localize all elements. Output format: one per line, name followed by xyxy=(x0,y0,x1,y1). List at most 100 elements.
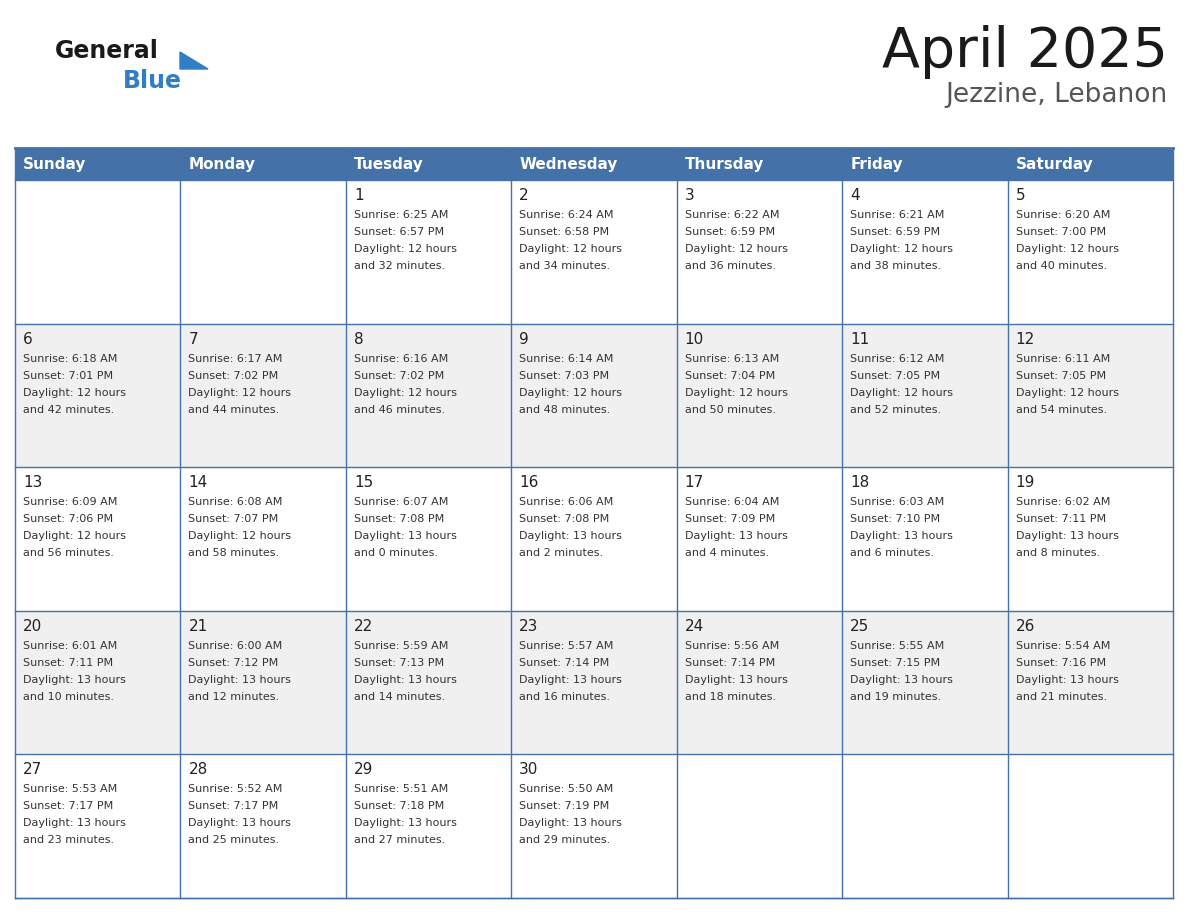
Text: Daylight: 13 hours: Daylight: 13 hours xyxy=(23,675,126,685)
Text: Daylight: 13 hours: Daylight: 13 hours xyxy=(519,532,623,542)
Bar xyxy=(15,610,181,755)
Text: Sunrise: 6:24 AM: Sunrise: 6:24 AM xyxy=(519,210,614,220)
Text: Sunrise: 5:52 AM: Sunrise: 5:52 AM xyxy=(189,784,283,794)
Text: Daylight: 12 hours: Daylight: 12 hours xyxy=(354,387,457,397)
Text: and 44 minutes.: and 44 minutes. xyxy=(189,405,279,415)
Text: and 2 minutes.: and 2 minutes. xyxy=(519,548,604,558)
Text: Sunrise: 6:07 AM: Sunrise: 6:07 AM xyxy=(354,498,448,508)
Text: Sunrise: 5:56 AM: Sunrise: 5:56 AM xyxy=(684,641,779,651)
Text: and 46 minutes.: and 46 minutes. xyxy=(354,405,446,415)
Text: Sunrise: 6:11 AM: Sunrise: 6:11 AM xyxy=(1016,353,1110,364)
Text: Sunrise: 5:55 AM: Sunrise: 5:55 AM xyxy=(851,641,944,651)
Bar xyxy=(181,467,346,610)
Text: Sunrise: 6:25 AM: Sunrise: 6:25 AM xyxy=(354,210,448,220)
Text: Sunset: 7:02 PM: Sunset: 7:02 PM xyxy=(189,371,279,381)
Text: 7: 7 xyxy=(189,331,198,347)
Text: Sunrise: 5:51 AM: Sunrise: 5:51 AM xyxy=(354,784,448,794)
Text: Sunset: 7:16 PM: Sunset: 7:16 PM xyxy=(1016,658,1106,667)
Text: Daylight: 12 hours: Daylight: 12 hours xyxy=(851,387,953,397)
Text: Sunset: 7:09 PM: Sunset: 7:09 PM xyxy=(684,514,775,524)
Bar xyxy=(842,610,1007,755)
Bar xyxy=(15,755,181,898)
Text: Blue: Blue xyxy=(124,69,182,93)
Text: and 36 minutes.: and 36 minutes. xyxy=(684,261,776,271)
Text: Sunrise: 6:21 AM: Sunrise: 6:21 AM xyxy=(851,210,944,220)
Bar xyxy=(677,467,842,610)
Text: 13: 13 xyxy=(23,476,43,490)
Text: Sunrise: 5:59 AM: Sunrise: 5:59 AM xyxy=(354,641,448,651)
Bar xyxy=(346,148,511,180)
Bar xyxy=(677,324,842,467)
Text: 16: 16 xyxy=(519,476,538,490)
Text: Daylight: 13 hours: Daylight: 13 hours xyxy=(189,819,291,828)
Text: Sunset: 7:01 PM: Sunset: 7:01 PM xyxy=(23,371,113,381)
Text: 14: 14 xyxy=(189,476,208,490)
Bar xyxy=(1007,610,1173,755)
Text: Daylight: 13 hours: Daylight: 13 hours xyxy=(23,819,126,828)
Text: Sunset: 7:07 PM: Sunset: 7:07 PM xyxy=(189,514,279,524)
Text: and 48 minutes.: and 48 minutes. xyxy=(519,405,611,415)
Text: Daylight: 13 hours: Daylight: 13 hours xyxy=(354,819,456,828)
Text: General: General xyxy=(55,39,159,63)
Bar xyxy=(677,148,842,180)
Text: Sunset: 6:57 PM: Sunset: 6:57 PM xyxy=(354,227,444,237)
Bar xyxy=(677,755,842,898)
Text: and 52 minutes.: and 52 minutes. xyxy=(851,405,941,415)
Text: 8: 8 xyxy=(354,331,364,347)
Text: and 6 minutes.: and 6 minutes. xyxy=(851,548,934,558)
Text: 22: 22 xyxy=(354,619,373,633)
Text: Sunset: 7:17 PM: Sunset: 7:17 PM xyxy=(189,801,279,812)
Text: Sunset: 7:15 PM: Sunset: 7:15 PM xyxy=(851,658,940,667)
Text: 26: 26 xyxy=(1016,619,1035,633)
Text: Daylight: 13 hours: Daylight: 13 hours xyxy=(354,532,456,542)
Text: Daylight: 13 hours: Daylight: 13 hours xyxy=(684,532,788,542)
Text: Sunset: 7:11 PM: Sunset: 7:11 PM xyxy=(23,658,113,667)
Text: Daylight: 13 hours: Daylight: 13 hours xyxy=(189,675,291,685)
Text: 15: 15 xyxy=(354,476,373,490)
Text: Sunset: 7:08 PM: Sunset: 7:08 PM xyxy=(519,514,609,524)
Bar xyxy=(1007,467,1173,610)
Text: and 12 minutes.: and 12 minutes. xyxy=(189,692,279,701)
Bar xyxy=(1007,180,1173,324)
Text: 27: 27 xyxy=(23,763,43,778)
Text: 28: 28 xyxy=(189,763,208,778)
Text: Sunset: 7:11 PM: Sunset: 7:11 PM xyxy=(1016,514,1106,524)
Text: 3: 3 xyxy=(684,188,695,203)
Text: and 56 minutes.: and 56 minutes. xyxy=(23,548,114,558)
Text: and 4 minutes.: and 4 minutes. xyxy=(684,548,769,558)
Text: Daylight: 12 hours: Daylight: 12 hours xyxy=(354,244,457,254)
Text: Sunrise: 6:08 AM: Sunrise: 6:08 AM xyxy=(189,498,283,508)
Text: Sunset: 7:18 PM: Sunset: 7:18 PM xyxy=(354,801,444,812)
Text: 4: 4 xyxy=(851,188,860,203)
Text: Sunset: 7:12 PM: Sunset: 7:12 PM xyxy=(189,658,279,667)
Text: Sunrise: 6:18 AM: Sunrise: 6:18 AM xyxy=(23,353,118,364)
Bar xyxy=(511,467,677,610)
Text: Daylight: 12 hours: Daylight: 12 hours xyxy=(519,387,623,397)
Bar xyxy=(346,467,511,610)
Text: Sunset: 7:14 PM: Sunset: 7:14 PM xyxy=(684,658,775,667)
Text: and 54 minutes.: and 54 minutes. xyxy=(1016,405,1107,415)
Bar xyxy=(181,324,346,467)
Text: and 34 minutes.: and 34 minutes. xyxy=(519,261,611,271)
Text: Daylight: 12 hours: Daylight: 12 hours xyxy=(23,387,126,397)
Bar xyxy=(181,148,346,180)
Text: 11: 11 xyxy=(851,331,870,347)
Bar xyxy=(511,180,677,324)
Text: Sunset: 7:05 PM: Sunset: 7:05 PM xyxy=(851,371,940,381)
Text: Sunrise: 6:17 AM: Sunrise: 6:17 AM xyxy=(189,353,283,364)
Text: 19: 19 xyxy=(1016,476,1035,490)
Text: 2: 2 xyxy=(519,188,529,203)
Text: Sunrise: 6:09 AM: Sunrise: 6:09 AM xyxy=(23,498,118,508)
Text: 12: 12 xyxy=(1016,331,1035,347)
Bar xyxy=(15,324,181,467)
Text: Sunset: 7:10 PM: Sunset: 7:10 PM xyxy=(851,514,940,524)
Bar xyxy=(511,755,677,898)
Bar xyxy=(842,148,1007,180)
Text: Wednesday: Wednesday xyxy=(519,156,618,172)
Text: and 8 minutes.: and 8 minutes. xyxy=(1016,548,1100,558)
Bar xyxy=(842,180,1007,324)
Text: Daylight: 12 hours: Daylight: 12 hours xyxy=(189,387,291,397)
Bar xyxy=(181,610,346,755)
Text: Saturday: Saturday xyxy=(1016,156,1093,172)
Text: 10: 10 xyxy=(684,331,704,347)
